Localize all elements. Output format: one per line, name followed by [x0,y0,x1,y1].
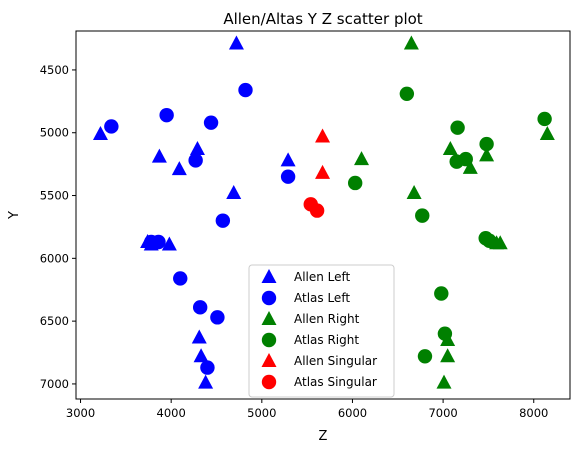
y-tick-label: 6500 [40,314,69,328]
allen-left-point [92,125,108,140]
allen-left-point [280,152,296,167]
legend-label-atlas-right: Atlas Right [294,333,359,347]
legend-label-allen-left: Allen Left [294,270,351,284]
allen-left-point [151,148,167,163]
atlas-left-point [159,107,174,123]
allen-right-point [403,35,419,50]
allen-right-point [492,235,508,250]
legend-label-allen-singular: Allen Singular [294,354,377,368]
allen-left-point [191,329,207,344]
atlas-right-point [450,120,465,135]
atlas-left-point [280,169,296,184]
allen-singular-point [315,128,331,143]
allen-left-point [189,141,205,156]
allen-right-point [479,147,495,162]
atlas-right-point [415,208,430,223]
x-tick-label: 6000 [338,406,367,420]
allen-left-point [198,374,214,389]
chart-title: Allen/Altas Y Z scatter plot [223,10,422,28]
x-tick-label: 7000 [428,406,457,420]
allen-left-point [161,236,177,251]
legend-marker-atlas-singular [261,374,277,390]
atlas-left-point [173,271,188,286]
atlas-right-point [399,86,415,101]
y-tick-label: 4500 [40,63,69,77]
legend-label-atlas-left: Atlas Left [294,291,350,305]
marks-layer [92,35,555,389]
atlas-right-point [434,286,449,301]
allen-right-point [354,151,370,166]
atlas-left-point [203,115,219,130]
legend-box [248,264,395,398]
atlas-right-point [437,326,453,341]
allen-right-point [442,141,458,156]
atlas-singular-point [309,203,325,218]
x-tick-label: 8000 [519,406,548,420]
atlas-left-point [238,82,253,98]
legend-marker-atlas-right [261,332,277,348]
atlas-left-point [215,213,231,228]
legend-label-allen-right: Allen Right [294,312,360,326]
allen-left-point [171,161,187,176]
atlas-left-point [200,360,215,375]
allen-right-point [539,125,555,140]
x-tick-label: 3000 [66,406,95,420]
allen-right-point [436,374,452,389]
x-tick-label: 5000 [247,406,276,420]
x-axis-label: Z [319,429,328,444]
atlas-right-point [417,349,433,364]
legend-marker-allen-left [261,269,277,283]
y-tick-label: 5000 [40,126,69,140]
ticks-layer: 3000 4000 5000 6000 7000 8000 4500 5000 5500 6000… [40,63,549,420]
atlas-left-point [104,119,119,134]
allen-left-point [228,35,244,50]
y-tick-label: 6000 [40,251,69,265]
y-tick-label: 7000 [40,377,69,391]
atlas-right-point [537,111,552,127]
y-axis-label: Y [7,211,22,220]
allen-singular-point [315,164,331,179]
atlas-right-point [458,151,473,167]
legend-marker-allen-singular [261,353,277,367]
atlas-right-point [479,136,494,152]
legend-label-atlas-singular: Atlas Singular [294,375,377,389]
legend: Allen Left Atlas Left Allen Right Atlas Rig… [248,264,395,398]
allen-right-point [440,348,456,363]
legend-marker-atlas-left [261,290,277,306]
atlas-left-point [210,310,225,325]
y-tick-label: 5500 [40,189,69,203]
allen-left-point [226,185,242,200]
plot-frame [75,30,571,400]
atlas-left-point [151,234,166,250]
atlas-right-point [482,233,497,248]
legend-marker-allen-right [261,311,277,325]
allen-right-point [462,159,478,174]
atlas-left-point [192,300,208,315]
allen-left-point [193,348,209,363]
allen-right-point [406,185,422,200]
atlas-right-point [347,175,363,191]
atlas-left-point [188,153,203,168]
x-tick-label: 4000 [157,406,186,420]
